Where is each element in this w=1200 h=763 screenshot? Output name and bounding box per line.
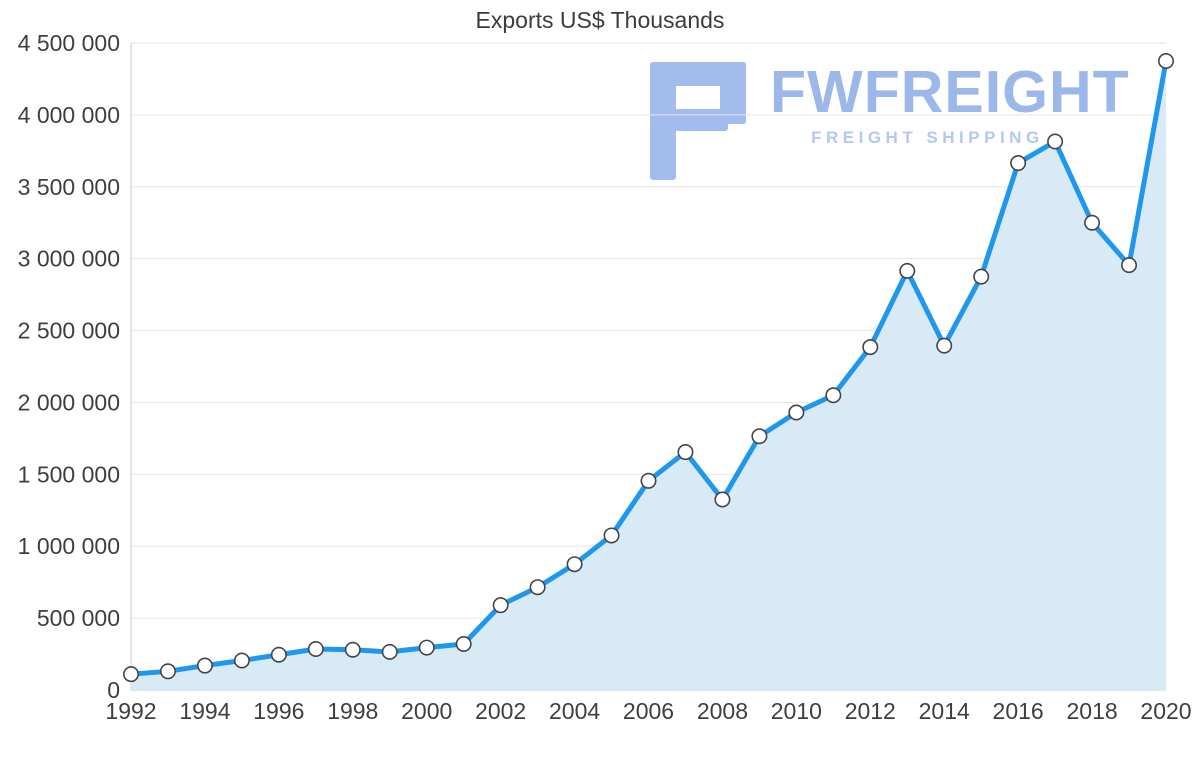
- data-point-marker: [677, 444, 694, 461]
- x-tick-label: 1996: [253, 698, 304, 724]
- x-tick-label: 1998: [327, 698, 378, 724]
- x-tick-label: 2002: [475, 698, 526, 724]
- data-point-marker: [899, 262, 916, 279]
- data-point-marker: [1121, 257, 1138, 274]
- y-axis-labels: 0 500 000 1 000 000 1 500 000 2 000 000 2 500…: [18, 30, 120, 703]
- data-point-marker: [159, 663, 176, 680]
- x-tick-label: 2010: [771, 698, 822, 724]
- data-point-marker: [1158, 52, 1175, 69]
- data-point-marker: [640, 472, 657, 489]
- y-tick-label: 3 500 000: [18, 174, 120, 200]
- data-point-marker: [862, 339, 879, 356]
- data-point-marker: [492, 597, 509, 614]
- data-point-marker: [123, 666, 140, 683]
- data-point-marker: [1084, 214, 1101, 231]
- y-tick-label: 500 000: [37, 605, 120, 631]
- data-point-marker: [751, 428, 768, 445]
- data-point-marker: [973, 268, 990, 285]
- x-tick-label: 1992: [105, 698, 156, 724]
- data-point-marker: [825, 387, 842, 404]
- data-point-marker: [307, 641, 324, 658]
- watermark: FWFREIGHT FREIGHT SHIPPING: [650, 59, 1130, 180]
- x-tick-label: 2016: [993, 698, 1044, 724]
- data-point-marker: [233, 652, 250, 669]
- data-point-marker: [344, 641, 361, 658]
- x-tick-label: 2004: [549, 698, 600, 724]
- y-tick-label: 1 500 000: [18, 461, 120, 487]
- x-tick-label: 2000: [401, 698, 452, 724]
- data-point-marker: [788, 404, 805, 421]
- data-point-marker: [418, 639, 435, 656]
- x-tick-label: 2020: [1140, 698, 1191, 724]
- y-tick-label: 0: [107, 677, 120, 703]
- data-point-marker: [270, 646, 287, 663]
- data-point-marker: [566, 556, 583, 573]
- watermark-brand: FWFREIGHT: [770, 59, 1130, 125]
- x-tick-label: 2018: [1066, 698, 1117, 724]
- watermark-text: FWFREIGHT FREIGHT SHIPPING: [770, 59, 1130, 148]
- data-point-marker: [196, 657, 213, 674]
- y-tick-label: 2 000 000: [18, 389, 120, 415]
- x-tick-label: 2008: [697, 698, 748, 724]
- chart-title: Exports US$ Thousands: [475, 7, 725, 33]
- data-point-marker: [936, 337, 953, 354]
- watermark-tagline: FREIGHT SHIPPING: [811, 127, 1044, 147]
- data-point-marker: [381, 643, 398, 660]
- data-point-marker: [714, 491, 731, 508]
- y-tick-label: 4 500 000: [18, 30, 120, 56]
- area-series: [131, 60, 1166, 690]
- watermark-logo-icon: [650, 62, 746, 180]
- data-point-marker: [1047, 133, 1064, 150]
- data-point-marker: [529, 579, 546, 596]
- y-tick-label: 1 000 000: [18, 533, 120, 559]
- data-point-marker: [603, 527, 620, 544]
- x-tick-label: 2012: [845, 698, 896, 724]
- data-point-markers: [123, 52, 1175, 683]
- x-axis-labels: 1992 1994 1996 1998 2000 2002 2004 2006 2008 2010…: [105, 698, 1191, 724]
- y-tick-label: 4 000 000: [18, 102, 120, 128]
- x-tick-label: 2006: [623, 698, 674, 724]
- x-tick-label: 1994: [179, 698, 230, 724]
- y-tick-label: 3 000 000: [18, 246, 120, 272]
- data-point-marker: [455, 635, 472, 652]
- x-tick-label: 2014: [919, 698, 970, 724]
- data-point-marker: [1010, 155, 1027, 172]
- y-tick-label: 2 500 000: [18, 318, 120, 344]
